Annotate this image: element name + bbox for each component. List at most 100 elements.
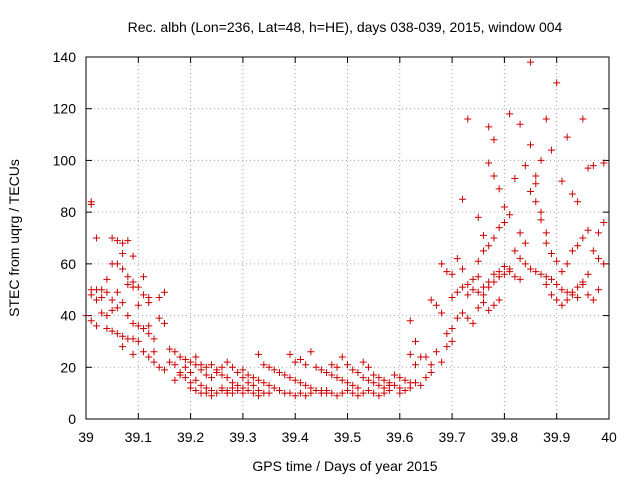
data-point — [140, 325, 148, 332]
data-point — [255, 350, 263, 358]
data-point — [527, 265, 535, 273]
data-point — [129, 350, 137, 358]
data-point — [145, 299, 153, 307]
data-point — [516, 229, 524, 237]
data-point — [307, 348, 315, 356]
data-point — [485, 242, 493, 250]
data-point — [464, 115, 472, 123]
data-point — [317, 366, 325, 374]
data-point — [124, 281, 132, 289]
data-point — [244, 371, 252, 379]
data-point — [495, 273, 503, 281]
data-point — [349, 389, 357, 397]
data-point — [391, 371, 399, 379]
data-point — [270, 366, 278, 374]
data-point — [521, 260, 529, 268]
data-point — [140, 348, 148, 356]
data-point — [479, 247, 487, 255]
data-point — [527, 58, 535, 66]
data-point — [547, 275, 555, 283]
data-point — [364, 387, 372, 395]
data-point — [485, 283, 493, 291]
data-point — [459, 265, 467, 273]
data-point — [124, 273, 132, 281]
data-point — [595, 229, 603, 237]
data-point — [464, 281, 472, 289]
data-point — [317, 389, 325, 397]
data-point — [422, 374, 430, 382]
data-point — [181, 374, 189, 382]
data-point — [427, 296, 435, 304]
data-point — [537, 156, 545, 164]
data-point — [370, 371, 378, 379]
data-point — [537, 270, 545, 278]
y-tick-label: 100 — [53, 152, 77, 168]
data-point — [579, 234, 587, 242]
data-point — [600, 159, 608, 167]
data-point — [474, 213, 482, 221]
data-point — [119, 332, 127, 340]
data-point — [584, 270, 592, 278]
data-point — [260, 379, 268, 387]
data-point — [485, 123, 493, 131]
data-point — [427, 361, 435, 369]
data-point — [302, 392, 310, 400]
data-point — [506, 110, 514, 118]
data-point — [438, 260, 446, 268]
data-point — [464, 314, 472, 322]
data-point — [349, 381, 357, 389]
data-point — [124, 237, 132, 245]
data-point — [119, 343, 127, 351]
data-point — [595, 255, 603, 263]
data-point — [432, 301, 440, 309]
data-point — [354, 368, 362, 376]
data-point — [375, 392, 383, 400]
data-point — [260, 361, 268, 369]
data-point — [129, 319, 137, 327]
data-point — [119, 299, 127, 307]
data-point — [234, 368, 242, 376]
data-point — [385, 381, 393, 389]
data-point — [98, 309, 106, 317]
data-point — [223, 387, 231, 395]
data-point — [532, 268, 540, 276]
data-point — [213, 389, 221, 397]
data-point — [171, 348, 179, 356]
data-point — [176, 353, 184, 361]
data-point — [134, 283, 142, 291]
data-point — [176, 368, 184, 376]
y-tick-label: 120 — [53, 101, 77, 117]
data-point — [506, 211, 514, 219]
data-point — [464, 291, 472, 299]
data-point — [359, 389, 367, 397]
data-point — [401, 387, 409, 395]
data-point — [537, 208, 545, 216]
data-point — [270, 384, 278, 392]
chart-title: Rec. albh (Lon=236, Lat=48, h=HE), days … — [128, 19, 563, 35]
data-point — [87, 291, 95, 299]
data-point — [490, 172, 498, 180]
data-point — [406, 317, 414, 325]
data-point — [396, 389, 404, 397]
data-point — [202, 363, 210, 371]
data-point — [213, 368, 221, 376]
data-point — [542, 239, 550, 247]
data-point — [469, 286, 477, 294]
data-point — [338, 376, 346, 384]
data-point — [521, 239, 529, 247]
y-tick-label: 60 — [60, 256, 76, 272]
data-point — [328, 361, 336, 369]
data-point — [438, 309, 446, 317]
data-point — [553, 281, 561, 289]
data-point — [166, 358, 174, 366]
data-point — [150, 335, 158, 343]
x-tick-label: 39.5 — [334, 429, 361, 445]
data-point — [302, 361, 310, 369]
y-tick-label: 20 — [60, 359, 76, 375]
data-point — [171, 376, 179, 384]
data-point — [438, 358, 446, 366]
data-point — [202, 389, 210, 397]
data-point — [265, 363, 273, 371]
data-point — [443, 268, 451, 276]
data-point — [145, 330, 153, 338]
